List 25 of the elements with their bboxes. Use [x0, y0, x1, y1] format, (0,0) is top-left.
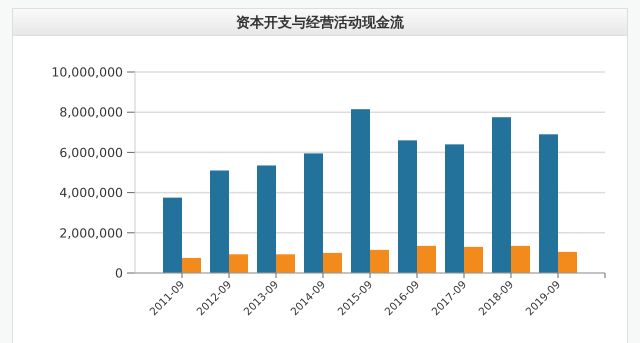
- bar: [417, 246, 436, 273]
- bar: [304, 153, 323, 273]
- bar: [351, 109, 370, 273]
- bar: [182, 258, 201, 273]
- bar: [558, 252, 577, 273]
- y-tick-label: 6,000,000: [59, 144, 124, 160]
- y-tick-label: 0: [115, 266, 124, 280]
- y-tick-label: 8,000,000: [59, 104, 124, 120]
- bar: [492, 117, 511, 273]
- y-tick-label: 4,000,000: [59, 185, 124, 200]
- bar: [229, 254, 248, 273]
- bar: [370, 250, 389, 273]
- bar: [398, 140, 417, 273]
- bar: [464, 246, 483, 273]
- y-tick-label: 10,000,000: [51, 64, 124, 80]
- y-tick-label: 2,000,000: [59, 225, 124, 240]
- bar: [445, 144, 464, 273]
- bar: [163, 198, 182, 273]
- chart-title: 资本开支与经营活动现金流: [236, 14, 405, 31]
- bar: [257, 165, 276, 273]
- bar: [276, 254, 295, 273]
- bar: [511, 246, 530, 273]
- bar: [210, 170, 229, 273]
- bar: [539, 134, 558, 273]
- bar: [323, 252, 342, 273]
